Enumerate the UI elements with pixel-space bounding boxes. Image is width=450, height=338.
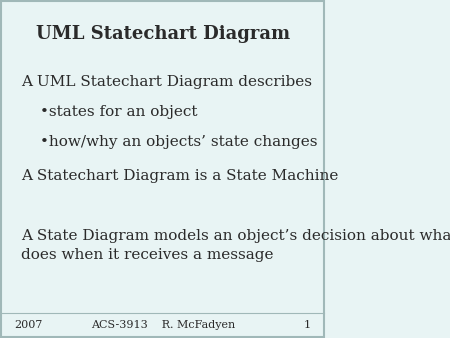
Text: UML Statechart Diagram: UML Statechart Diagram: [36, 25, 290, 43]
Text: •how/why an objects’ state changes: •how/why an objects’ state changes: [40, 136, 318, 149]
Text: •states for an object: •states for an object: [40, 105, 198, 119]
Text: ACS-3913    R. McFadyen: ACS-3913 R. McFadyen: [90, 320, 235, 330]
Text: A UML Statechart Diagram describes: A UML Statechart Diagram describes: [21, 75, 312, 89]
Text: 1: 1: [304, 320, 311, 330]
Text: A Statechart Diagram is a State Machine: A Statechart Diagram is a State Machine: [21, 169, 338, 183]
Text: 2007: 2007: [14, 320, 43, 330]
Text: A State Diagram models an object’s decision about what it
does when it receives : A State Diagram models an object’s decis…: [21, 230, 450, 262]
